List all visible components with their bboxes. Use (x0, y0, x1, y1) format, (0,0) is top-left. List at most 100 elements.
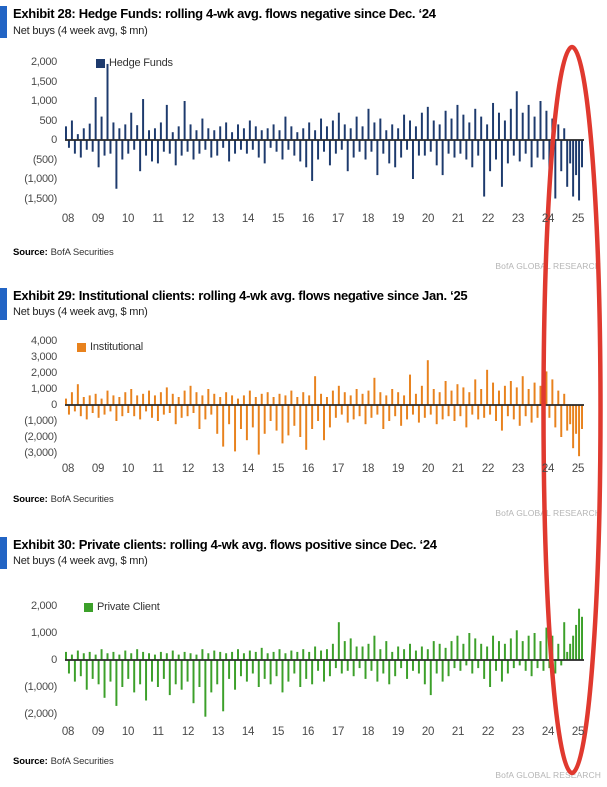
bar (88, 651, 91, 660)
bar (103, 660, 106, 698)
y-tick-label: 2,000 (30, 600, 57, 612)
bar (432, 120, 435, 140)
bar (539, 385, 542, 405)
bar (471, 660, 474, 674)
bar (260, 130, 263, 140)
bar (456, 384, 459, 405)
bar (465, 405, 468, 428)
bar (450, 390, 453, 405)
y-tick-label: (1,000) (24, 681, 57, 693)
bar (91, 405, 94, 413)
bar (136, 649, 139, 660)
bar (222, 660, 225, 712)
bar (314, 646, 317, 660)
bar (73, 405, 76, 412)
bar (346, 405, 349, 423)
bar (317, 660, 320, 671)
bar (251, 140, 254, 150)
bar (340, 660, 343, 674)
bar (468, 633, 471, 660)
bar (435, 140, 438, 166)
bar (198, 405, 201, 429)
bar (423, 405, 426, 418)
bar (225, 653, 228, 660)
bar (82, 397, 85, 405)
bar (367, 643, 370, 660)
bar (343, 392, 346, 405)
bar (432, 641, 435, 660)
x-tick-label: 19 (391, 463, 405, 475)
bar (65, 398, 67, 405)
bar (257, 405, 260, 455)
bar (284, 653, 287, 660)
x-tick-label: 25 (571, 726, 585, 738)
bar (489, 405, 492, 415)
bar (471, 140, 474, 168)
bar (70, 392, 73, 405)
bar (269, 140, 272, 148)
x-tick-label: 10 (121, 463, 135, 475)
bar (180, 405, 183, 418)
bar (225, 392, 228, 405)
bar (459, 140, 462, 154)
source-label: Source: (13, 247, 48, 258)
source-value: BofA Securities (50, 494, 114, 505)
bar (242, 395, 245, 405)
bar (177, 397, 180, 405)
bar (159, 651, 162, 660)
bar (320, 118, 323, 140)
y-tick-label: (2,000) (24, 708, 57, 720)
bar (465, 140, 468, 160)
bar (426, 360, 429, 405)
bar (142, 393, 145, 405)
bar (500, 660, 503, 682)
bar (394, 140, 397, 168)
bar (204, 140, 207, 150)
bar (275, 660, 278, 677)
bar (391, 651, 394, 660)
x-tick-label: 12 (181, 463, 195, 475)
bar (462, 114, 465, 140)
x-tick-label: 15 (271, 726, 285, 738)
bar (254, 651, 257, 660)
bar (225, 122, 228, 140)
bar (76, 650, 79, 660)
bar (192, 140, 195, 160)
bar (414, 393, 417, 405)
bar (435, 405, 438, 425)
bar (414, 126, 417, 140)
x-tick-label: 17 (331, 726, 345, 738)
bar (441, 405, 444, 420)
bar (165, 653, 168, 660)
bar (578, 608, 581, 660)
bar (349, 395, 352, 405)
bar (216, 140, 219, 156)
bar (506, 405, 509, 417)
x-tick-label: 18 (361, 213, 375, 225)
bar (248, 390, 251, 405)
bar (219, 126, 222, 140)
bar (367, 108, 370, 140)
bar (400, 140, 403, 158)
x-tick-label: 18 (361, 463, 375, 475)
bar (328, 660, 331, 677)
bar (109, 405, 112, 412)
bar (355, 116, 358, 140)
x-tick-label: 16 (301, 463, 315, 475)
bar (159, 392, 162, 405)
bar (563, 393, 566, 405)
bar (257, 140, 260, 158)
bar (385, 395, 388, 405)
bar (331, 390, 334, 405)
bar (575, 405, 578, 434)
bar (290, 390, 293, 405)
x-tick-label: 15 (271, 463, 285, 475)
y-tick-label: 0 (51, 654, 57, 666)
bar (379, 649, 382, 660)
source-line: Source: BofA Securities (13, 247, 114, 258)
bar (575, 624, 578, 660)
x-tick-label: 21 (451, 726, 465, 738)
bar (156, 140, 159, 164)
bar (328, 405, 331, 428)
x-tick-label: 22 (481, 213, 495, 225)
